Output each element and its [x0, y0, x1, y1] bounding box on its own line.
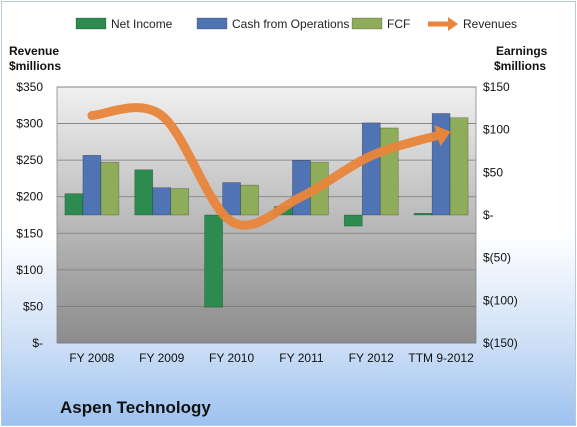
right-tick-label: $(150) — [483, 336, 518, 350]
right-tick-label: $100 — [483, 123, 510, 137]
legend-label: Net Income — [111, 17, 173, 31]
bar-net-income — [343, 214, 363, 227]
bar-cash-from-operations — [152, 187, 172, 216]
x-tick-label: FY 2009 — [139, 351, 184, 365]
left-tick-label: $350 — [16, 80, 43, 94]
legend-swatch-cash-from-operations — [196, 17, 228, 30]
right-tick-label: $- — [483, 208, 494, 222]
right-axis-ticks: $(150) $(100) $(50) $- $50 $100 $150 — [483, 80, 518, 350]
x-tick-label: TTM 9-2012 — [408, 351, 474, 365]
left-axis-ticks: $- $50 $100 $150 $200 $250 $300 $350 — [16, 80, 43, 350]
x-tick-label: FY 2012 — [349, 351, 394, 365]
revenue-arrowhead — [434, 125, 451, 147]
bar-fcf — [449, 117, 469, 216]
legend: Net Income Cash from Operations FCF Revenue… — [75, 17, 517, 31]
bar-net-income — [64, 193, 84, 216]
bar-net-income — [134, 169, 154, 216]
left-tick-label: $250 — [16, 153, 43, 167]
legend-arrow — [448, 17, 458, 31]
bar-fcf — [170, 188, 190, 216]
bar-cash-from-operations — [361, 122, 381, 216]
right-tick-label: $(100) — [483, 293, 518, 307]
left-tick-label: $200 — [16, 190, 43, 204]
left-tick-label: $150 — [16, 226, 43, 240]
left-tick-label: $300 — [16, 117, 43, 131]
right-tick-label: $50 — [483, 165, 503, 179]
right-axis-title-line1: Earnings — [496, 44, 548, 58]
legend-swatch-net-income — [75, 17, 107, 30]
bar-net-income — [204, 214, 223, 308]
revenue-line-path — [87, 103, 446, 230]
x-tick-label: FY 2011 — [279, 351, 324, 365]
legend-swatch-fcf — [351, 17, 383, 30]
left-axis-title-line1: Revenue — [9, 44, 59, 58]
x-tick-label: FY 2010 — [209, 351, 254, 365]
legend-label: Cash from Operations — [232, 17, 349, 31]
bar-fcf — [379, 127, 399, 216]
legend-label: Revenues — [463, 17, 517, 31]
bar-net-income — [413, 212, 433, 216]
right-tick-label: $150 — [483, 80, 510, 94]
bar-fcf — [240, 184, 259, 216]
right-axis-title-line2: $millions — [494, 59, 546, 73]
legend-label: FCF — [387, 17, 410, 31]
left-tick-label: $100 — [16, 263, 43, 277]
bar-fcf — [100, 161, 120, 216]
company-name: Aspen Technology — [60, 398, 211, 417]
x-tick-label: FY 2008 — [69, 351, 114, 365]
left-tick-label: $50 — [23, 299, 43, 313]
left-axis-title-line2: $millions — [9, 59, 61, 73]
x-axis-labels: FY 2008 FY 2009 FY 2010 FY 2011 FY 2012 TTM 9… — [69, 351, 474, 365]
right-tick-label: $(50) — [483, 251, 511, 265]
revenue-line — [87, 103, 451, 230]
gridlines — [57, 86, 476, 344]
left-tick-label: $- — [32, 336, 43, 350]
bar-cash-from-operations — [292, 160, 311, 216]
bar-cash-from-operations — [82, 154, 102, 216]
